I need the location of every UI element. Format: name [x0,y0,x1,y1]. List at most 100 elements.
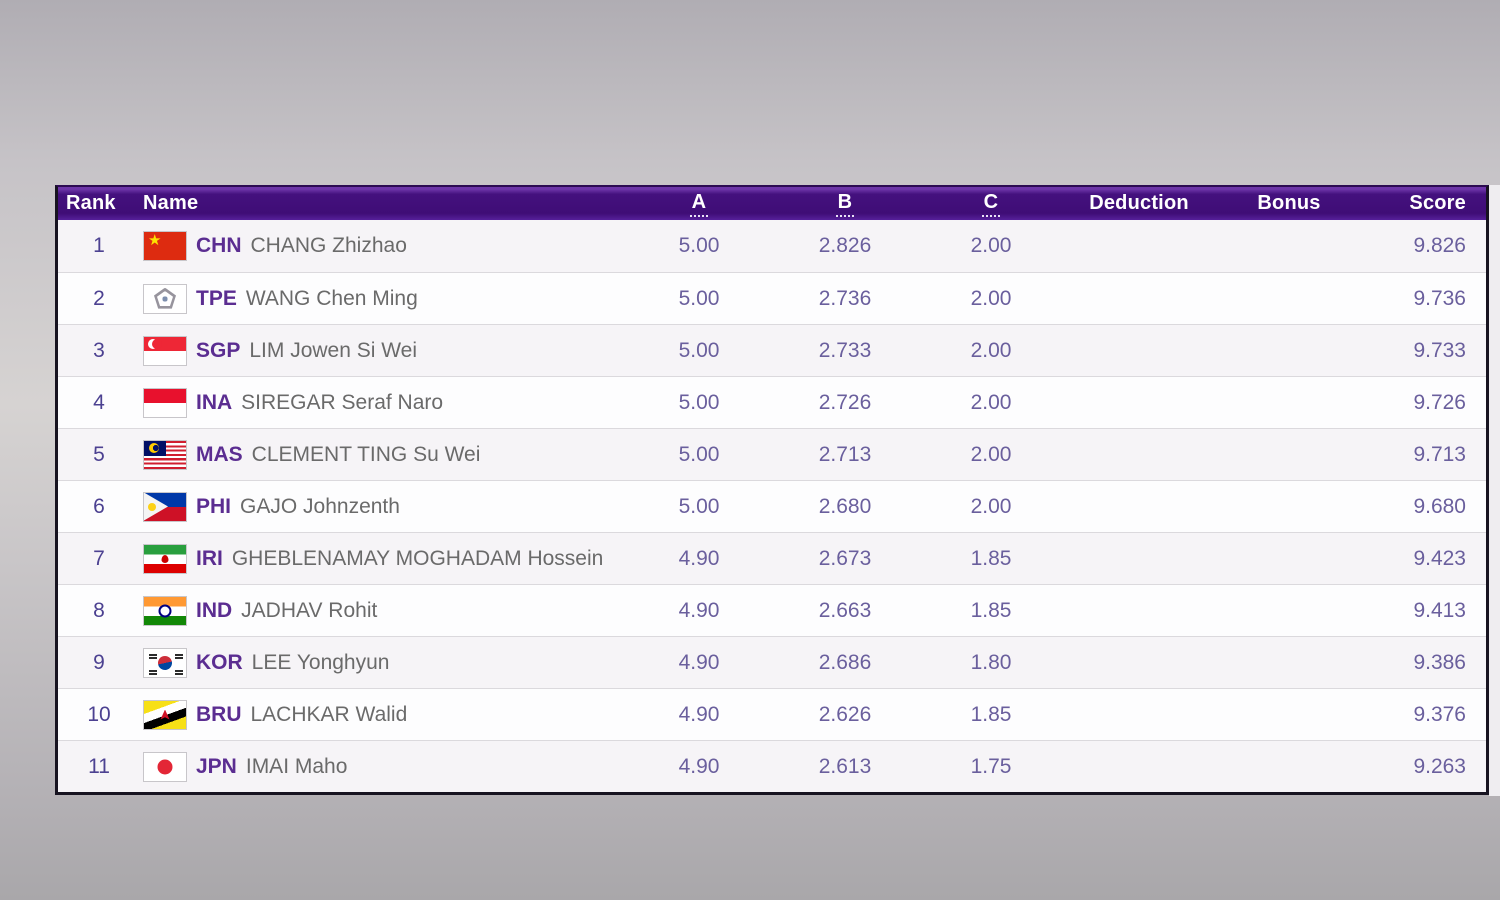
rank-value: 7 [93,546,105,570]
athlete-name: CLEMENT TING Su Wei [251,442,481,466]
country-code: BRU [196,702,242,726]
table-body: 1 CHN CHANG Zhizhao 5.00 2.826 2.00 9.82… [58,220,1486,792]
flag-bru-icon [143,699,187,730]
total-score-value: 9.826 [1413,234,1466,257]
a-score-value: 5.00 [678,286,720,310]
a-score-value: 5.00 [678,338,720,362]
athlete-name: LEE Yonghyun [251,650,390,674]
athlete-name: WANG Chen Ming [245,286,418,310]
flag-chn-icon [143,231,187,261]
column-header-deduction: Deduction [1089,192,1189,214]
c-score-value: 2.00 [970,338,1012,362]
column-header-a: A [626,191,772,217]
name-cell: IND JADHAV Rohit [140,595,626,626]
table-row: 7 IRI GHEBLENAMAY MOGHADAM Hossein 4.90 … [58,532,1486,584]
country-code: MAS [196,442,243,466]
a-score-value: 4.90 [678,702,720,726]
rank-value: 9 [93,650,105,674]
country-code: CHN [196,234,242,257]
column-header-b: B [772,191,918,217]
country-code: PHI [196,494,232,518]
name-cell: KOR LEE Yonghyun [140,647,626,678]
table-row: 6 PHI GAJO Johnzenth 5.00 2.680 2.00 9.6… [58,480,1486,532]
flag-mas-icon [143,439,187,470]
table-row: 8 IND JADHAV Rohit 4.90 2.663 1.85 9.413 [58,584,1486,636]
b-score-value: 2.626 [818,702,872,726]
total-score-value: 9.726 [1413,390,1466,414]
name-cell: JPN IMAI Maho [140,751,626,782]
a-score-value: 5.00 [678,390,720,414]
total-score-value: 9.713 [1413,442,1466,466]
name-cell: INA SIREGAR Seraf Naro [140,387,626,418]
rank-value: 1 [93,234,105,257]
a-score-value: 4.90 [678,754,720,778]
a-score-value: 4.90 [678,546,720,570]
c-score-value: 1.75 [970,754,1012,778]
flag-phi-icon [143,491,187,522]
rank-value: 8 [93,598,105,622]
a-score-value: 5.00 [678,442,720,466]
table-header-row: Rank Name A B C Deduction Bonus Score [58,187,1486,220]
c-score-value: 1.85 [970,598,1012,622]
country-code: IND [196,598,233,622]
a-score-value: 5.00 [678,494,720,518]
b-score-value: 2.680 [818,494,872,518]
athlete-name: JADHAV Rohit [241,598,378,622]
table-row: 5 MAS CLEMENT TING Su Wei 5.00 2.713 2.0… [58,428,1486,480]
country-code: JPN [196,754,237,778]
athlete-name: LIM Jowen Si Wei [249,338,418,362]
name-cell: CHN CHANG Zhizhao [140,231,626,261]
rank-value: 6 [93,494,105,518]
name-cell: MAS CLEMENT TING Su Wei [140,439,626,470]
total-score-value: 9.423 [1413,546,1466,570]
flag-tpe-icon [143,283,187,314]
results-table: Rank Name ABC Deduction Bonus Score 1 CHN CHA… [55,185,1489,795]
name-cell: IRI GHEBLENAMAY MOGHADAM Hossein [140,543,626,574]
c-score-value: 2.00 [970,442,1012,466]
flag-sgp-icon [143,335,187,366]
flag-jpn-icon [143,751,187,782]
name-cell: BRU LACHKAR Walid [140,699,626,730]
table-row: 2 TPE WANG Chen Ming 5.00 2.736 2.00 9.7… [58,272,1486,324]
table-row: 11 JPN IMAI Maho 4.90 2.613 1.75 9.263 [58,740,1486,792]
athlete-name: CHANG Zhizhao [250,234,407,257]
total-score-value: 9.733 [1413,338,1466,362]
b-score-value: 2.826 [818,234,872,257]
b-score-value: 2.736 [818,286,872,310]
c-score-value: 2.00 [970,390,1012,414]
athlete-name: IMAI Maho [245,754,348,778]
c-score-value: 2.00 [970,234,1012,257]
athlete-name: GHEBLENAMAY MOGHADAM Hossein [231,546,604,570]
country-code: TPE [196,286,237,310]
b-score-value: 2.673 [818,546,872,570]
b-score-value: 2.733 [818,338,872,362]
b-score-value: 2.663 [818,598,872,622]
table-row: 3 SGP LIM Jowen Si Wei 5.00 2.733 2.00 9… [58,324,1486,376]
column-header-c: C [918,191,1064,217]
column-header-name: Name [143,192,199,214]
a-score-value: 4.90 [678,598,720,622]
table-row: 1 CHN CHANG Zhizhao 5.00 2.826 2.00 9.82… [58,220,1486,272]
country-code: INA [196,390,233,414]
rank-value: 10 [87,702,111,726]
total-score-value: 9.376 [1413,702,1466,726]
rank-value: 11 [88,754,110,778]
country-code: IRI [196,546,223,570]
rank-value: 3 [93,338,105,362]
flag-kor-icon [143,647,187,678]
name-cell: TPE WANG Chen Ming [140,283,626,314]
rank-value: 2 [93,286,105,310]
total-score-value: 9.680 [1413,494,1466,518]
flag-ina-icon [143,387,187,418]
a-score-value: 5.00 [678,234,720,257]
c-score-value: 1.85 [970,702,1012,726]
column-header-rank: Rank [66,192,116,214]
country-code: SGP [196,338,241,362]
table-right-margin [1489,185,1500,796]
flag-ind-icon [143,595,187,626]
b-score-value: 2.686 [818,650,872,674]
total-score-value: 9.413 [1413,598,1466,622]
athlete-name: GAJO Johnzenth [240,494,400,518]
c-score-value: 2.00 [970,494,1012,518]
total-score-value: 9.263 [1413,754,1466,778]
